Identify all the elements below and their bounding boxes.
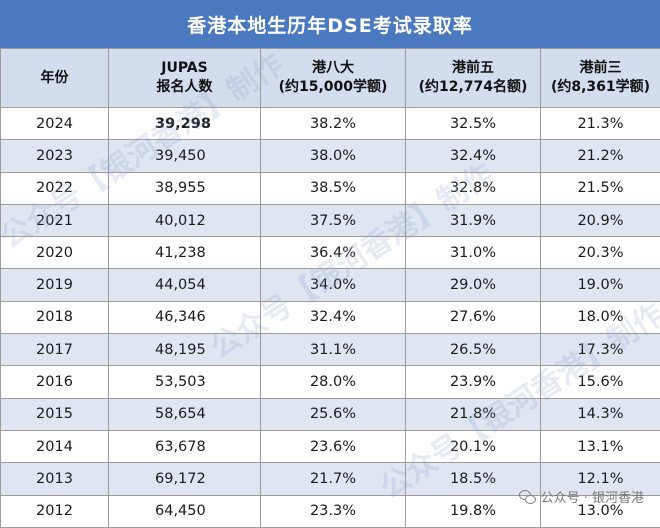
cell-top3: 13.1% [541,430,660,462]
cell-year: 2019 [1,269,109,301]
table-row: 2021 40,012 37.5% 31.9% 20.9% [1,204,660,236]
cell-top3: 20.3% [541,237,660,269]
cell-big8: 25.6% [261,398,406,430]
cell-year: 2013 [1,463,109,495]
cell-year: 2021 [1,204,109,236]
cell-big8: 28.0% [261,366,406,398]
table-row: 2017 48,195 31.1% 26.5% 17.3% [1,334,660,366]
cell-top5: 31.9% [406,204,541,236]
cell-top3: 15.6% [541,366,660,398]
cell-top3: 21.2% [541,140,660,172]
cell-top3: 21.5% [541,172,660,204]
cell-top5: 23.9% [406,366,541,398]
table-title: 香港本地生历年DSE考试录取率 [0,0,660,48]
cell-big8: 23.6% [261,430,406,462]
cell-jupas: 44,054 [109,269,261,301]
cell-jupas: 53,503 [109,366,261,398]
cell-year: 2018 [1,301,109,333]
cell-top3: 14.3% [541,398,660,430]
cell-top5: 31.0% [406,237,541,269]
admission-rate-table: 年份 JUPAS 报名人数 港八大 (约15,000学额) 港前五 (约12,7… [0,48,660,528]
cell-top5: 32.4% [406,140,541,172]
cell-top5: 26.5% [406,334,541,366]
cell-top5: 32.8% [406,172,541,204]
cell-big8: 21.7% [261,463,406,495]
table-row: 2016 53,503 28.0% 23.9% 15.6% [1,366,660,398]
table-row: 2023 39,450 38.0% 32.4% 21.2% [1,140,660,172]
cell-big8: 32.4% [261,301,406,333]
cell-jupas: 63,678 [109,430,261,462]
cell-year: 2015 [1,398,109,430]
cell-big8: 34.0% [261,269,406,301]
cell-jupas: 58,654 [109,398,261,430]
header-top3: 港前三 (约8,361学额) [541,49,660,108]
cell-jupas: 64,450 [109,495,261,527]
cell-year: 2022 [1,172,109,204]
cell-year: 2017 [1,334,109,366]
cell-jupas: 41,238 [109,237,261,269]
wechat-icon [519,490,537,504]
cell-top5: 29.0% [406,269,541,301]
cell-top5: 21.8% [406,398,541,430]
table-row: 2015 58,654 25.6% 21.8% 14.3% [1,398,660,430]
cell-jupas: 39,298 [109,108,261,140]
header-row: 年份 JUPAS 报名人数 港八大 (约15,000学额) 港前五 (约12,7… [1,49,660,108]
table-row: 2014 63,678 23.6% 20.1% 13.1% [1,430,660,462]
header-top5: 港前五 (约12,774名额) [406,49,541,108]
cell-big8: 37.5% [261,204,406,236]
cell-top5: 32.5% [406,108,541,140]
cell-jupas: 46,346 [109,301,261,333]
header-jupas: JUPAS 报名人数 [109,49,261,108]
table-row: 2019 44,054 34.0% 29.0% 19.0% [1,269,660,301]
cell-top3: 19.0% [541,269,660,301]
cell-top3: 20.9% [541,204,660,236]
table-row: 2022 38,955 38.5% 32.8% 21.5% [1,172,660,204]
cell-big8: 36.4% [261,237,406,269]
cell-top3: 18.0% [541,301,660,333]
cell-year: 2014 [1,430,109,462]
cell-top5: 27.6% [406,301,541,333]
cell-year: 2023 [1,140,109,172]
cell-top5: 20.1% [406,430,541,462]
footer-watermark: 公众号 · 银河香港 [519,487,644,506]
header-year: 年份 [1,49,109,108]
table-row: 2018 46,346 32.4% 27.6% 18.0% [1,301,660,333]
cell-year: 2016 [1,366,109,398]
cell-year: 2024 [1,108,109,140]
cell-jupas: 40,012 [109,204,261,236]
cell-year: 2012 [1,495,109,527]
cell-jupas: 39,450 [109,140,261,172]
cell-big8: 31.1% [261,334,406,366]
cell-big8: 38.0% [261,140,406,172]
cell-big8: 38.2% [261,108,406,140]
cell-big8: 23.3% [261,495,406,527]
cell-jupas: 69,172 [109,463,261,495]
header-big8: 港八大 (约15,000学额) [261,49,406,108]
cell-top3: 17.3% [541,334,660,366]
cell-top3: 21.3% [541,108,660,140]
table-row: 2024 39,298 38.2% 32.5% 21.3% [1,108,660,140]
cell-jupas: 38,955 [109,172,261,204]
cell-jupas: 48,195 [109,334,261,366]
cell-big8: 38.5% [261,172,406,204]
footer-watermark-text: 公众号 · 银河香港 [541,487,644,506]
table-row: 2020 41,238 36.4% 31.0% 20.3% [1,237,660,269]
cell-year: 2020 [1,237,109,269]
